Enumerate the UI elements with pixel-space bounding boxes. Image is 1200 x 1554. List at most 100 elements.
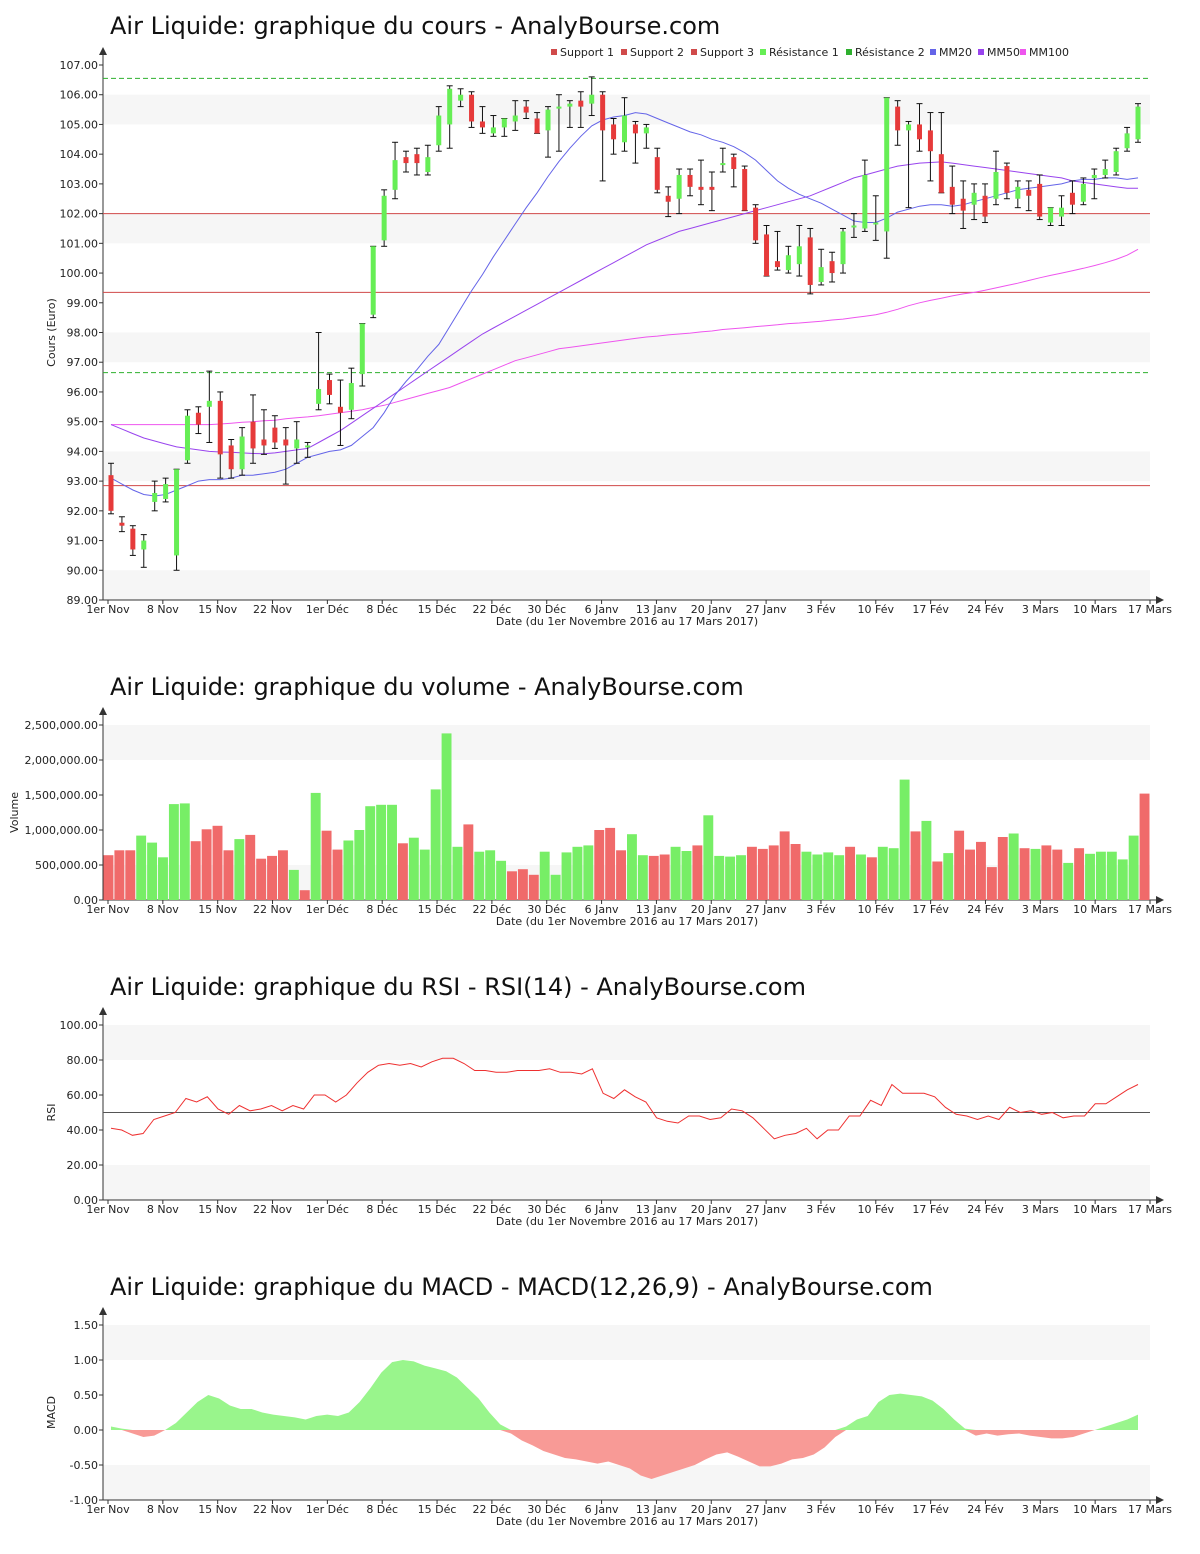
- candle-body: [327, 380, 333, 395]
- y-tick-label: 96.00: [67, 386, 99, 399]
- y-tick-label: 20.00: [67, 1159, 99, 1172]
- candle-body: [665, 195, 671, 202]
- grid-band: [103, 451, 1150, 482]
- x-tick-label: 1er Nov: [86, 603, 130, 616]
- candle-body: [250, 421, 256, 449]
- x-axis-label: Date (du 1er Novembre 2016 au 17 Mars 20…: [496, 1215, 758, 1228]
- grid-band: [103, 1465, 1150, 1500]
- x-tick-label: 15 Nov: [198, 903, 237, 916]
- x-tick-label: 3 Mars: [1022, 603, 1059, 616]
- volume-bar: [943, 853, 954, 900]
- volume-bar: [866, 857, 877, 900]
- volume-bar: [408, 837, 419, 900]
- legend-swatch: [621, 49, 627, 55]
- x-tick-label: 27 Janv: [746, 1503, 787, 1516]
- candle-body: [261, 439, 267, 446]
- x-tick-label: 20 Janv: [691, 1203, 732, 1216]
- x-tick-label: 1er Déc: [306, 1503, 349, 1516]
- volume-bar: [561, 852, 572, 900]
- volume-bar: [997, 837, 1008, 900]
- candle-body: [600, 94, 606, 131]
- candle-body: [589, 94, 595, 104]
- candle-body: [862, 174, 868, 229]
- x-tick-label: 15 Déc: [418, 1203, 457, 1216]
- candle-body: [884, 97, 890, 232]
- y-tick-label: 99.00: [67, 297, 99, 310]
- series-mm50: [110, 161, 1138, 455]
- x-tick-label: 27 Janv: [746, 903, 787, 916]
- volume-bar: [136, 835, 147, 900]
- y-tick-label: 0.00: [74, 1424, 99, 1437]
- volume-bar: [725, 856, 736, 900]
- x-axis-label: Date (du 1er Novembre 2016 au 17 Mars 20…: [496, 615, 758, 628]
- x-tick-label: 10 Mars: [1073, 903, 1117, 916]
- volume-bar: [496, 860, 507, 900]
- grid-band: [103, 795, 1150, 830]
- y-tick-label: 60.00: [67, 1089, 99, 1102]
- y-tick-label: 98.00: [67, 327, 99, 340]
- candle-body: [534, 118, 540, 134]
- candle-body: [1026, 189, 1032, 196]
- candle-body: [545, 109, 551, 131]
- legend-swatch: [978, 49, 984, 55]
- grid-band: [103, 570, 1150, 600]
- volume-bar: [430, 789, 441, 900]
- volume-bar: [441, 733, 452, 900]
- candle-body: [938, 154, 944, 193]
- volume-bar: [114, 850, 125, 900]
- y-tick-label: 97.00: [67, 356, 99, 369]
- candle-body: [676, 174, 682, 199]
- volume-bar: [965, 849, 975, 900]
- series-mm100: [111, 248, 1139, 426]
- volume-bar: [550, 874, 561, 900]
- panel-volume: Air Liquide: graphique du volume - Analy…: [8, 673, 1172, 928]
- y-tick-label: -0.50: [70, 1459, 98, 1472]
- volume-bar: [168, 804, 179, 900]
- volume-bar: [1117, 859, 1128, 900]
- volume-bar: [223, 850, 234, 900]
- volume-bar: [812, 854, 823, 900]
- x-tick-label: 22 Déc: [473, 1203, 512, 1216]
- volume-bar: [539, 851, 550, 900]
- candle-body: [479, 121, 485, 128]
- candle-body: [1015, 186, 1021, 199]
- candle-body: [622, 115, 627, 143]
- candle-body: [272, 427, 278, 443]
- x-tick-label: 13 Janv: [636, 1503, 677, 1516]
- volume-bar: [299, 890, 310, 900]
- candle-body: [392, 160, 398, 190]
- volume-bar: [768, 845, 779, 900]
- candle-body: [447, 88, 453, 125]
- candle-body: [1080, 183, 1086, 202]
- y-axis-arrow: [99, 47, 107, 55]
- chart-title: Air Liquide: graphique du MACD - MACD(12…: [110, 1273, 933, 1301]
- x-tick-label: 1er Nov: [86, 903, 130, 916]
- volume-bar: [288, 869, 299, 900]
- y-tick-label: 40.00: [67, 1124, 99, 1137]
- y-tick-label: 0.00: [74, 1194, 99, 1207]
- x-tick-label: 22 Déc: [473, 603, 512, 616]
- grid-band: [103, 1025, 1150, 1060]
- x-tick-label: 30 Déc: [527, 1503, 566, 1516]
- candle-body: [796, 246, 802, 265]
- x-tick-label: 17 Fév: [912, 1503, 949, 1516]
- volume-bar: [594, 830, 605, 900]
- x-tick-label: 27 Janv: [746, 603, 787, 616]
- volume-bar: [736, 855, 746, 900]
- candle-body: [469, 94, 475, 122]
- candle-body: [1113, 151, 1119, 172]
- volume-bar: [899, 779, 910, 900]
- volume-bar: [921, 820, 932, 900]
- legend-swatch: [930, 49, 936, 55]
- volume-bar: [158, 857, 168, 900]
- x-tick-label: 17 Fév: [912, 903, 949, 916]
- grid-band: [103, 1165, 1150, 1200]
- y-tick-label: 80.00: [67, 1054, 99, 1067]
- y-tick-label: 1.50: [74, 1319, 99, 1332]
- x-tick-label: 17 Fév: [912, 603, 949, 616]
- legend-swatch: [846, 49, 852, 55]
- chart-title: Air Liquide: graphique du cours - AnalyB…: [110, 12, 720, 40]
- volume-bar: [856, 854, 866, 900]
- x-tick-label: 3 Fév: [806, 1203, 836, 1216]
- candle-body: [174, 469, 180, 556]
